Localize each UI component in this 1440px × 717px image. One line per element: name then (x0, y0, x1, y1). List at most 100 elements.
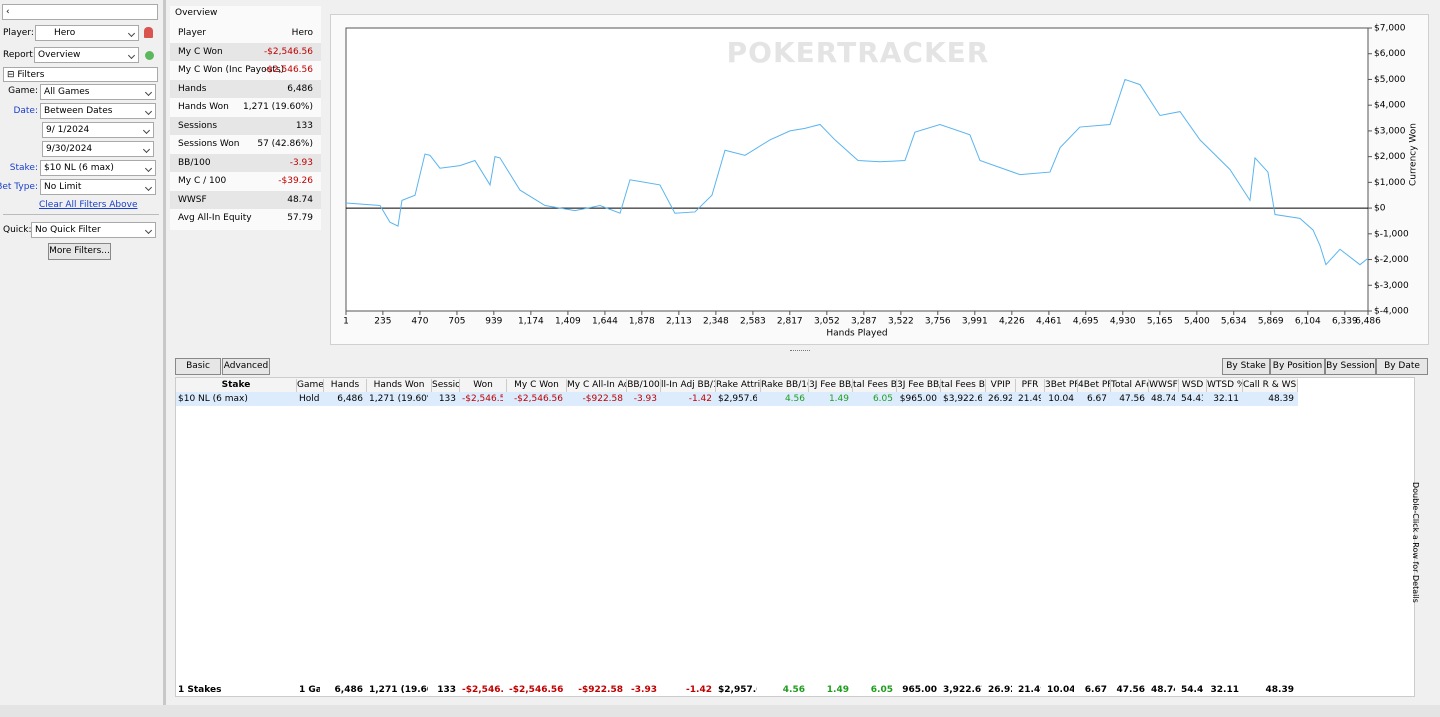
report-select[interactable]: Overview (34, 47, 139, 63)
column-header[interactable]: My C Won (507, 379, 567, 392)
date-select[interactable]: Between Dates (40, 103, 156, 119)
table-cell: 26.92 (988, 394, 1012, 404)
date-from[interactable]: 9/ 1/2024 (42, 122, 154, 138)
x-tick-label: 6,104 (1295, 317, 1321, 327)
column-header[interactable]: Session (432, 379, 460, 392)
date-from-value: 9/ 1/2024 (46, 125, 90, 135)
stake-select[interactable]: $10 NL (6 max) (40, 160, 156, 176)
overview-label: WWSF (178, 194, 207, 205)
date-to[interactable]: 9/30/2024 (42, 141, 154, 157)
overview-value: -$2,546.56 (263, 46, 313, 57)
overview-label: Player (178, 28, 207, 38)
table-cell: Holde (299, 394, 320, 404)
y-tick-label: $4,000 (1374, 101, 1406, 111)
x-tick-label: 1,878 (629, 317, 655, 327)
view-tab[interactable]: By Stake (1222, 358, 1270, 375)
view-tab[interactable]: By Position (1270, 358, 1325, 375)
player-select[interactable]: Hero (35, 25, 139, 41)
overview-value: Hero (291, 28, 313, 38)
column-header[interactable]: Rake BB/100 (761, 379, 809, 392)
table-cell: 21.49 (1018, 394, 1041, 404)
column-header[interactable]: Stake (176, 379, 297, 392)
column-header[interactable]: Hands (324, 379, 367, 392)
table-cell: 4.56 (782, 685, 805, 695)
date-value: Between Dates (44, 106, 113, 116)
stake-label: Stake: (9, 163, 38, 173)
column-header[interactable]: tal Fees BB/1 (941, 379, 986, 392)
column-header[interactable]: Call R & WSD (1243, 379, 1298, 392)
column-header[interactable]: tal Fees BB/ (853, 379, 897, 392)
overview-label: Sessions (178, 120, 218, 131)
overview-label: Hands Won (178, 102, 229, 112)
table-cell: 6.67 (1084, 685, 1107, 695)
column-header[interactable]: 4Bet PF (1078, 379, 1111, 392)
column-header[interactable]: VPIP (986, 379, 1016, 392)
x-tick-label: 939 (485, 317, 502, 327)
view-tab[interactable]: By Date (1376, 358, 1428, 375)
column-header[interactable]: Rake Attrib (716, 379, 761, 392)
tab-button[interactable]: Basic (175, 358, 221, 375)
table-cell: $965.00 (899, 394, 937, 404)
quick-select[interactable]: No Quick Filter (31, 222, 156, 238)
overview-row: Hands Won 1,271 (19.60%) (170, 98, 321, 116)
stake-value: $10 NL (6 max) (44, 163, 114, 173)
column-header[interactable]: 3J Fee BB/1 (809, 379, 853, 392)
x-tick-label: 5,634 (1221, 317, 1247, 327)
column-header[interactable]: BB/100 (627, 379, 661, 392)
bet-type-value: No Limit (44, 182, 82, 192)
x-tick-label: 1,409 (555, 317, 581, 327)
column-header[interactable]: WTSD % (1207, 379, 1243, 392)
column-header[interactable]: WSD (1179, 379, 1207, 392)
table-cell: 32.11 (1213, 394, 1239, 404)
table-cell: 32.11 (1210, 685, 1239, 695)
table-row[interactable]: $10 NL (6 max) Holde 6,486 1,271 (19.60%) 13… (176, 392, 1298, 406)
table-cell: 1,271 (19.60%) (369, 394, 428, 404)
overview-label: My C / 100 (178, 176, 227, 186)
player-label: Player: (3, 28, 34, 38)
column-header[interactable]: PFR (1016, 379, 1045, 392)
table-cell: 48.74 (1151, 685, 1175, 695)
overview-value: -3.93 (289, 157, 313, 168)
view-tab[interactable]: By Session (1325, 358, 1376, 375)
overview-row: My C / 100 -$39.26 (170, 172, 321, 190)
column-header[interactable]: 3J Fee BB/1 (897, 379, 941, 392)
game-label: Game: (8, 86, 38, 96)
column-header[interactable]: WWSF (1149, 379, 1179, 392)
overview-row: Sessions Won 57 (42.86%) (170, 135, 321, 153)
help-icon[interactable] (145, 51, 154, 60)
table-cell: 3,922.67 (943, 685, 982, 695)
column-header[interactable]: My C All-In Adj (567, 379, 627, 392)
column-header[interactable]: Total AFq (1111, 379, 1149, 392)
column-header[interactable]: 3Bet PF (1045, 379, 1078, 392)
game-select[interactable]: All Games (40, 84, 156, 100)
overview-value: 57 (42.86%) (257, 139, 313, 149)
table-cell: 965.00 (902, 685, 937, 695)
clear-filters-link[interactable]: Clear All Filters Above (39, 200, 138, 210)
side-note: Double-Click a Row for Details (1411, 482, 1420, 603)
table-cell: 1,271 (19.60%) (369, 685, 428, 695)
bet-type-select[interactable]: No Limit (40, 179, 156, 195)
column-header[interactable]: ll-In Adj BB/1( (661, 379, 716, 392)
column-header[interactable]: Won (460, 379, 507, 392)
x-tick-label: 4,226 (999, 317, 1025, 327)
game-value: All Games (44, 87, 90, 97)
filters-header[interactable]: ⊟ Filters (3, 67, 158, 82)
line-series (345, 78, 1369, 266)
x-tick-label: 6,486 (1355, 317, 1381, 327)
overview-row: WWSF 48.74 (170, 190, 321, 209)
y-tick-label: $3,000 (1374, 126, 1406, 136)
column-header[interactable]: Game (297, 379, 324, 392)
more-filters-button[interactable]: More Filters... (48, 243, 111, 260)
tab-button[interactable]: Advanced (222, 358, 270, 375)
table-cell: 6.05 (870, 685, 893, 695)
bet-type-label: Bet Type: (0, 182, 38, 192)
overview-value: 57.79 (287, 213, 313, 223)
column-header[interactable]: Hands Won (367, 379, 432, 392)
search-box[interactable]: ‹ (2, 4, 158, 20)
table-cell: 48.39 (1265, 685, 1294, 695)
overview-row: Player Hero (170, 24, 321, 42)
table-cell: 47.56 (1119, 394, 1145, 404)
overview-value: 6,486 (287, 83, 313, 94)
